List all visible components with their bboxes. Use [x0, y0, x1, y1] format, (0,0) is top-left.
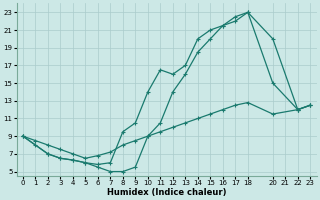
- X-axis label: Humidex (Indice chaleur): Humidex (Indice chaleur): [107, 188, 226, 197]
